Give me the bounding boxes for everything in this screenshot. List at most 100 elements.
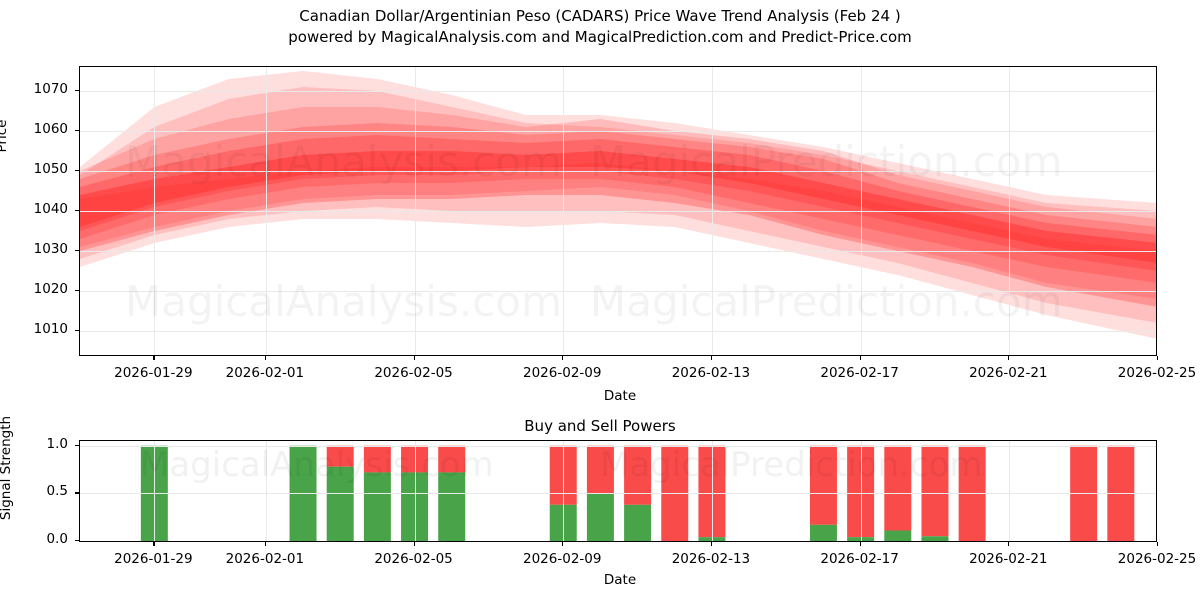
- x-tick-label: 2026-02-09: [523, 551, 602, 567]
- x-tick-label: 2026-02-13: [671, 551, 751, 567]
- sell-power-bar: [326, 445, 354, 467]
- x-tick-label: 2026-02-01: [225, 365, 305, 381]
- y-tick-mark: [75, 210, 79, 212]
- buy-sell-powers-chart-area: MagicalAnalysis.com MagicalPrediction.com: [79, 440, 1157, 542]
- x-tick-mark: [264, 542, 267, 546]
- sell-power-bar: [1107, 445, 1135, 541]
- y-tick-label: 1070: [33, 81, 68, 97]
- subplot-title: Buy and Sell Powers: [524, 417, 676, 435]
- main-y-axis-label: Price: [0, 119, 10, 153]
- x-tick-label: 2026-01-29: [114, 365, 193, 381]
- price-wave-chart-area: MagicalAnalysis.comMagicalPrediction.com…: [79, 66, 1157, 356]
- gridline-v: [265, 67, 267, 355]
- sell-power-bar: [401, 445, 429, 473]
- gridline-v: [711, 67, 713, 355]
- gridline-v: [1009, 67, 1011, 355]
- sell-power-bar: [884, 445, 912, 531]
- x-tick-label: 2026-02-25: [1117, 551, 1197, 567]
- x-tick-mark: [859, 542, 861, 546]
- x-tick-label: 2026-02-13: [671, 365, 751, 381]
- sell-power-bar: [363, 445, 391, 473]
- buy-power-bar: [401, 472, 429, 541]
- buy-power-bar: [624, 504, 652, 541]
- y-tick-mark: [75, 290, 79, 292]
- x-tick-mark: [153, 356, 155, 360]
- gridline-h: [80, 211, 1156, 212]
- x-tick-mark: [562, 542, 564, 546]
- sell-power-bar: [809, 445, 837, 525]
- gridline-h: [80, 291, 1156, 292]
- gridline-v: [154, 67, 156, 355]
- y-tick-mark: [75, 540, 79, 542]
- y-tick-mark: [75, 330, 79, 332]
- x-tick-mark: [1008, 542, 1010, 546]
- x-tick-label: 2026-01-29: [114, 551, 193, 567]
- gridline-v: [860, 441, 862, 541]
- wave-band: [80, 71, 1156, 339]
- buy-power-bar: [438, 472, 466, 541]
- y-tick-label: 0.0: [46, 531, 68, 547]
- buy-power-bar: [921, 536, 949, 541]
- x-tick-mark: [1157, 356, 1159, 360]
- sell-power-bar: [921, 445, 949, 537]
- sell-power-bar: [586, 445, 614, 494]
- x-tick-mark: [859, 356, 861, 360]
- sell-power-bar: [958, 445, 986, 541]
- sell-power-bar: [438, 445, 466, 473]
- y-tick-mark: [75, 170, 79, 172]
- gridline-h: [80, 91, 1156, 92]
- gridline-v: [154, 441, 156, 541]
- gridline-v: [711, 441, 713, 541]
- gridline-v: [414, 441, 416, 541]
- y-tick-label: 1040: [33, 201, 68, 217]
- x-tick-mark: [1008, 356, 1010, 360]
- gridline-h: [80, 493, 1156, 495]
- gridline-h: [80, 331, 1156, 332]
- y-tick-mark: [75, 130, 79, 132]
- gridline-h: [80, 541, 1156, 542]
- y-tick-label: 1010: [33, 321, 68, 337]
- buy-power-bar: [586, 493, 614, 541]
- x-tick-label: 2026-02-05: [374, 551, 453, 567]
- y-tick-label: 1.0: [46, 435, 68, 452]
- y-tick-mark: [75, 250, 79, 252]
- sub-y-axis-label: Signal Strength: [0, 415, 14, 521]
- x-tick-label: 2026-02-21: [969, 365, 1048, 381]
- buy-power-bar: [289, 445, 317, 541]
- x-tick-label: 2026-02-01: [225, 551, 305, 567]
- gridline-v: [1009, 441, 1011, 541]
- gridline-h: [80, 131, 1156, 132]
- gridline-v: [414, 67, 416, 355]
- x-tick-label: 2026-02-05: [374, 365, 453, 381]
- title-line-1: Canadian Dollar/Argentinian Peso (CADARS…: [299, 7, 901, 25]
- main-x-axis-label: Date: [603, 388, 637, 404]
- x-tick-mark: [710, 542, 713, 546]
- gridline-h: [80, 251, 1156, 252]
- page-title: Canadian Dollar/Argentinian Peso (CADARS…: [0, 6, 1200, 48]
- x-tick-mark: [413, 356, 415, 360]
- buy-power-bar: [363, 472, 391, 541]
- price-wave-bands: [80, 71, 1156, 339]
- gridline-v: [265, 441, 267, 541]
- x-tick-mark: [1157, 542, 1159, 546]
- sell-power-bar: [1070, 445, 1098, 541]
- sell-power-bar: [624, 445, 652, 505]
- gridline-v: [563, 441, 565, 541]
- buy-power-bar: [809, 524, 837, 541]
- gridline-h: [80, 445, 1156, 447]
- y-tick-label: 1060: [33, 121, 68, 137]
- buy-power-bar: [326, 466, 354, 541]
- x-tick-mark: [562, 356, 564, 360]
- gridline-h: [80, 171, 1156, 172]
- wave-band: [80, 87, 1156, 323]
- y-tick-label: 0.5: [46, 483, 68, 500]
- x-tick-mark: [710, 356, 713, 360]
- gridline-v: [563, 67, 565, 355]
- buy-power-bar: [884, 530, 912, 541]
- sell-power-bar: [661, 445, 689, 541]
- y-tick-label: 1050: [33, 161, 68, 177]
- y-tick-mark: [75, 444, 79, 446]
- sub-x-axis-label: Date: [603, 572, 637, 588]
- y-tick-label: 1030: [33, 241, 68, 257]
